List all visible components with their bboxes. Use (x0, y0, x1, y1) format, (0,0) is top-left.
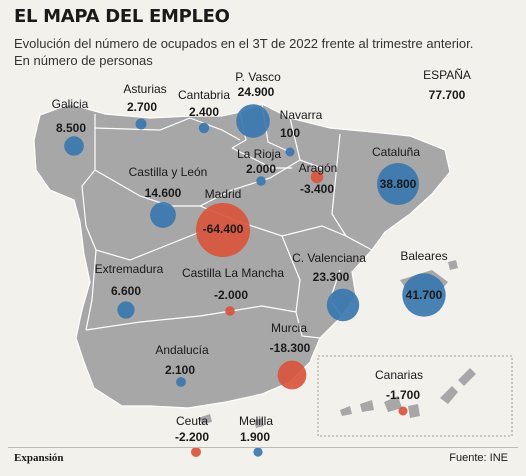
value-ceuta: -2.200 (174, 430, 210, 444)
value-extremadura: 6.600 (110, 284, 142, 298)
footer-divider (8, 447, 518, 448)
value-asturias: 2.700 (126, 100, 158, 114)
value-aragon: -3.400 (299, 182, 335, 196)
bubble-layer (64, 104, 446, 457)
label-espana: ESPAÑA (423, 68, 471, 82)
value-navarra: 100 (279, 126, 301, 140)
value-pvasco: 24.900 (237, 85, 275, 99)
bubble-murcia (277, 360, 307, 390)
value-murcia: -18.300 (269, 341, 311, 355)
label-galicia: Galicia (51, 97, 89, 111)
bubble-navarra (285, 147, 295, 157)
bubble-canarias (398, 406, 408, 416)
bubble-clm (225, 306, 235, 316)
value-cataluna: 38.800 (379, 177, 417, 191)
value-clm: -2.000 (213, 288, 249, 302)
label-murcia: Murcia (270, 321, 308, 335)
subtitle-line-2: En número de personas (14, 53, 153, 68)
label-cataluna: Cataluña (371, 145, 421, 159)
value-canarias: -1.700 (385, 388, 421, 402)
label-clm: Castilla La Mancha (181, 266, 285, 280)
bubble-galicia (64, 136, 84, 156)
bubble-asturias (135, 118, 147, 130)
value-madrid: -64.400 (202, 222, 244, 236)
label-aragon: Aragón (298, 161, 338, 175)
bubble-larioja (256, 176, 266, 186)
value-galicia: 8.500 (55, 121, 87, 135)
bubble-pvasco (236, 104, 270, 138)
label-melilla: Melilla (238, 414, 274, 428)
label-andalucia: Andalucía (155, 343, 209, 357)
label-larioja: La Rioja (236, 147, 282, 161)
subtitle-line-1: Evolución del número de ocupados en el 3… (14, 36, 474, 51)
canarias-inset-frame (317, 355, 513, 437)
value-cantabria: 2.400 (188, 105, 220, 119)
brand-logo: Expansión (14, 452, 64, 464)
ceuta-shape (198, 414, 212, 424)
page-title: EL MAPA DEL EMPLEO (14, 6, 230, 27)
bubble-extremadura (117, 301, 135, 319)
melilla-shape (254, 418, 264, 428)
bubble-melilla (253, 447, 263, 457)
label-cvalenciana: C. Valenciana (292, 251, 366, 265)
label-extremadura: Extremadura (94, 262, 164, 276)
bubble-andalucia (176, 377, 186, 387)
value-melilla: 1.900 (239, 430, 271, 444)
label-madrid: Madrid (204, 187, 242, 201)
value-espana: 77.700 (428, 88, 466, 102)
label-canarias: Canarias (374, 368, 424, 382)
bubble-cantabria (198, 122, 210, 134)
value-andalucia: 2.100 (164, 363, 196, 377)
bubble-cvalenciana (326, 288, 360, 322)
label-ceuta: Ceuta (175, 414, 209, 428)
value-cvalenciana: 23.300 (312, 270, 350, 284)
label-baleares: Baleares (400, 249, 448, 263)
value-baleares: 41.700 (405, 288, 443, 302)
label-cantabria: Cantabria (177, 88, 231, 102)
bubble-ceuta (191, 447, 201, 457)
value-larioja: 2.000 (245, 162, 277, 176)
bubble-aragon (310, 170, 324, 184)
baleares-shape-2 (448, 260, 458, 270)
label-navarra: Navarra (279, 108, 323, 122)
label-pvasco: P. Vasco (235, 70, 281, 84)
subtitle: Evolución del número de ocupados en el 3… (14, 35, 473, 69)
source-note: Fuente: INE (449, 452, 508, 464)
label-asturias: Asturias (123, 82, 167, 96)
bubble-cyl (150, 202, 176, 228)
bubble-madrid (196, 203, 250, 257)
canarias-islands (340, 368, 476, 418)
bubble-cataluna (377, 163, 419, 205)
bubble-baleares (402, 273, 446, 317)
label-cyl: Castilla y León (128, 165, 208, 179)
value-cyl: 14.600 (144, 186, 182, 200)
